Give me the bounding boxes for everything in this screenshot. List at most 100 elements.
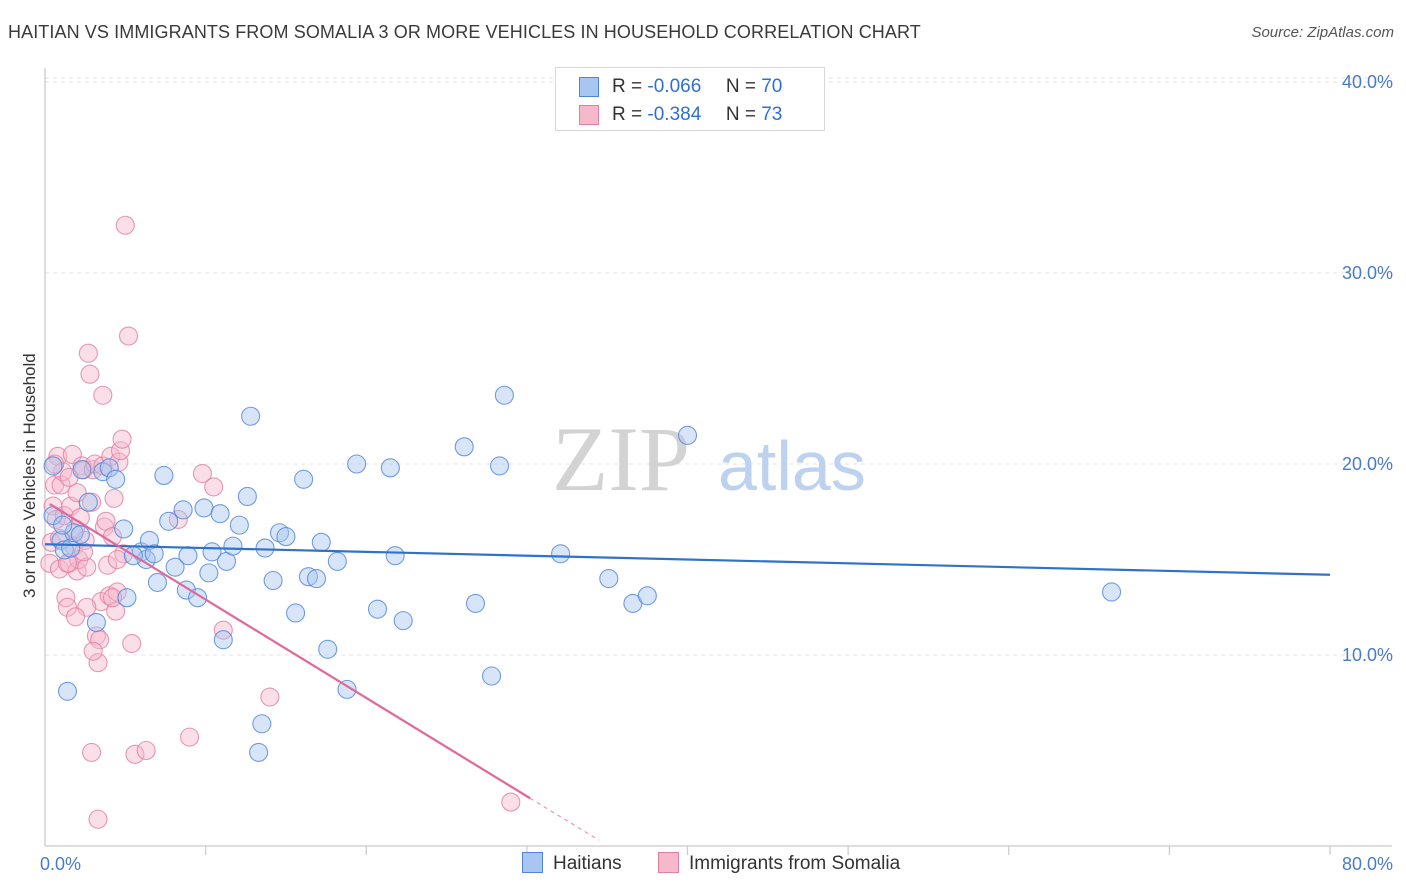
data-point-somalia [118, 326, 139, 346]
data-point-haitians [144, 544, 164, 564]
trend-line-somalia-extension [529, 797, 600, 841]
data-point-haitians [57, 681, 78, 701]
legend-n-label: N = [725, 76, 756, 97]
correlation-legend: R = -0.066 N = 70 R = -0.384 N = 73 [555, 67, 825, 131]
data-point-haitians [599, 569, 619, 589]
data-point-somalia [48, 446, 68, 466]
y-tick-label: 30.0% [1342, 263, 1393, 283]
data-point-somalia [180, 727, 200, 747]
data-point-haitians [393, 611, 413, 631]
data-point-somalia [83, 641, 103, 661]
data-point-haitians [237, 486, 257, 507]
data-point-somalia [204, 477, 224, 497]
data-point-haitians [276, 527, 296, 547]
data-point-haitians [306, 569, 327, 589]
data-point-somalia [501, 792, 521, 812]
bottom-legend-somalia: Immigrants from Somalia [658, 852, 900, 875]
axes [44, 68, 1392, 847]
legend-r-label: R = [612, 104, 643, 125]
data-point-haitians [637, 586, 657, 606]
x-tick-label-min: 0.0% [40, 854, 81, 874]
data-point-somalia [102, 588, 123, 608]
data-point-haitians [106, 469, 126, 489]
data-point-haitians [70, 525, 90, 545]
data-point-haitians [114, 519, 134, 539]
data-point-somalia [125, 744, 145, 764]
legend-swatch-blue [579, 77, 599, 97]
data-point-somalia [86, 626, 106, 646]
trend-line-somalia [49, 503, 531, 800]
trend-lines [44, 503, 1331, 841]
data-point-haitians [294, 469, 314, 489]
data-point-somalia [260, 687, 280, 707]
data-point-haitians [229, 515, 249, 535]
data-point-haitians [199, 563, 219, 583]
y-tick-label: 40.0% [1342, 72, 1393, 92]
data-point-haitians [159, 511, 179, 531]
data-point-haitians [188, 588, 208, 608]
data-point-somalia [77, 597, 97, 617]
data-point-somalia [192, 463, 212, 484]
data-point-haitians [311, 532, 331, 552]
data-point-somalia [93, 456, 113, 476]
data-point-haitians [117, 588, 137, 608]
bottom-legend-haitians: Haitians [522, 852, 622, 875]
data-point-somalia [80, 364, 100, 384]
data-point-somalia [78, 343, 98, 363]
data-point-haitians [481, 666, 502, 686]
data-point-somalia [57, 597, 78, 617]
data-point-somalia [88, 809, 108, 829]
data-point-haitians [241, 406, 261, 426]
data-point-haitians [465, 593, 486, 613]
series-somalia-points [40, 215, 521, 829]
data-point-haitians [86, 612, 106, 633]
data-point-haitians [173, 500, 193, 520]
data-point-haitians [551, 544, 571, 564]
data-point-haitians [223, 536, 243, 556]
y-tick-label: 10.0% [1342, 645, 1393, 665]
data-point-haitians [53, 515, 73, 535]
data-point-somalia [168, 509, 188, 529]
watermark-zip: ZIP [552, 408, 690, 510]
data-point-haitians [286, 603, 306, 623]
data-point-haitians [43, 456, 63, 476]
data-point-haitians [385, 546, 405, 566]
data-point-haitians [64, 523, 84, 543]
legend-r-value: -0.384 [647, 104, 702, 125]
data-point-haitians [194, 498, 214, 518]
data-point-haitians [263, 570, 283, 591]
data-point-somalia [93, 385, 113, 405]
data-point-haitians [494, 385, 514, 405]
data-point-haitians [298, 567, 318, 587]
legend-r-value: -0.066 [647, 76, 702, 97]
data-point-haitians [61, 538, 81, 558]
watermark: ZIP atlas [552, 408, 866, 510]
data-point-somalia [115, 215, 135, 235]
data-point-haitians [165, 557, 185, 577]
data-point-somalia [136, 740, 156, 761]
data-point-haitians [380, 458, 400, 478]
data-point-haitians [347, 454, 367, 474]
data-point-somalia [56, 588, 76, 608]
watermark-atlas: atlas [718, 427, 866, 505]
data-point-haitians [255, 538, 275, 558]
legend-swatch-pink [579, 105, 599, 125]
data-point-haitians [677, 425, 698, 445]
data-point-somalia [82, 742, 102, 762]
legend-r-label: R = [612, 76, 643, 97]
data-point-somalia [85, 454, 105, 474]
x-tick-label-max: 80.0% [1342, 854, 1393, 874]
data-point-somalia [112, 429, 132, 449]
data-point-somalia [67, 483, 87, 503]
legend-n-label: N = [725, 104, 756, 125]
data-point-haitians [367, 599, 388, 619]
source-credit: Source: ZipAtlas.com [1251, 24, 1394, 41]
data-point-somalia [98, 555, 118, 575]
data-point-haitians [72, 460, 92, 480]
data-point-somalia [107, 549, 127, 570]
data-point-somalia [104, 488, 124, 508]
data-point-haitians [249, 742, 269, 762]
data-point-haitians [327, 551, 347, 571]
data-point-somalia [77, 557, 97, 577]
